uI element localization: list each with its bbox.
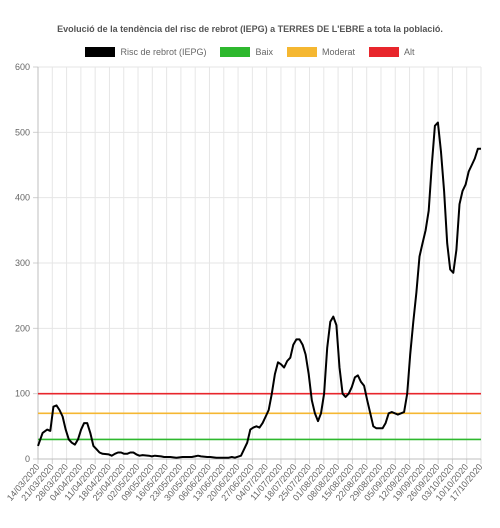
y-tick-label: 400: [15, 193, 30, 203]
legend-swatch-alt: [369, 47, 400, 57]
legend-swatch-baix: [220, 47, 251, 57]
legend-label-risc: Risc de rebrot (IEPG): [120, 47, 207, 57]
legend-label-moderat: Moderat: [322, 47, 356, 57]
y-tick-label: 500: [15, 127, 30, 137]
axis-layer: 010020030040050060014/03/202021/03/20202…: [5, 62, 485, 503]
series-layer: [37, 121, 481, 459]
y-tick-label: 100: [15, 389, 30, 399]
legend-swatch-moderat: [287, 47, 317, 57]
y-tick-label: 0: [25, 454, 30, 464]
legend-item-baix[interactable]: Baix: [220, 47, 273, 57]
legend-swatch-risc: [85, 47, 116, 57]
series-line-risc-de-rebrot: [37, 121, 481, 459]
legend-label-baix: Baix: [255, 47, 273, 57]
y-tick-label: 200: [15, 323, 30, 333]
grid-layer: [37, 66, 482, 460]
y-tick-label: 600: [15, 62, 30, 72]
legend-item-risc[interactable]: Risc de rebrot (IEPG): [85, 47, 206, 57]
legend-item-alt[interactable]: Alt: [369, 47, 415, 57]
legend-item-moderat[interactable]: Moderat: [287, 47, 355, 57]
y-tick-label: 300: [15, 258, 30, 268]
chart-title: Evolució de la tendència del risc de reb…: [57, 24, 443, 34]
legend: Risc de rebrot (IEPG) Baix Moderat Alt: [0, 47, 500, 57]
legend-label-alt: Alt: [404, 47, 415, 57]
